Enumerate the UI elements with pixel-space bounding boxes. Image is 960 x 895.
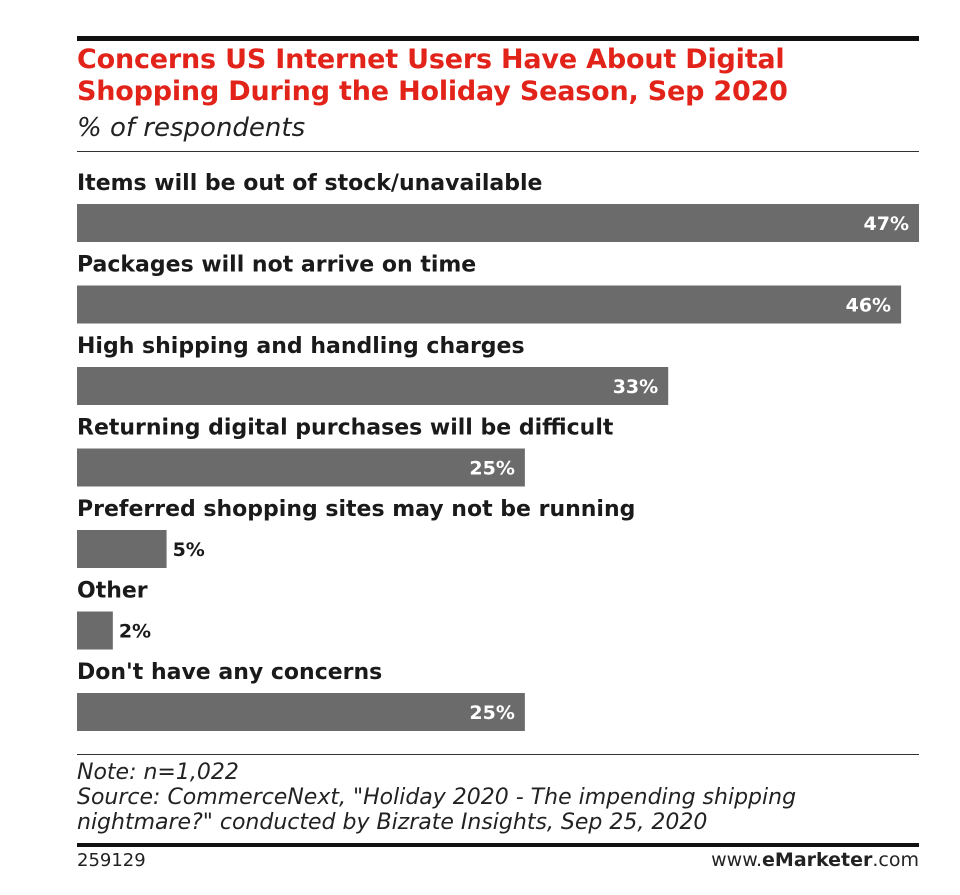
bar — [77, 611, 113, 650]
category-label: Packages will not arrive on time — [77, 253, 476, 278]
value-label: 25% — [469, 702, 514, 724]
bottom-rule — [77, 843, 919, 847]
value-label: 46% — [846, 295, 891, 317]
note-text: Note: n=1,022 — [77, 760, 239, 785]
source-text-line-2: nightmare?" conducted by Bizrate Insight… — [77, 810, 708, 835]
bar — [77, 204, 919, 242]
chart-id: 259129 — [77, 850, 146, 871]
brand-logo: www.eMarketer.com — [711, 849, 919, 871]
category-label: Preferred shopping sites may not be runn… — [77, 497, 635, 522]
brand-prefix: www. — [711, 849, 763, 871]
bar — [77, 530, 167, 568]
category-label: Other — [77, 579, 148, 604]
category-label: Items will be out of stock/unavailable — [77, 171, 542, 196]
value-label: 5% — [173, 539, 205, 561]
chart-subtitle: % of respondents — [77, 113, 306, 143]
value-label: 2% — [119, 621, 151, 643]
chart-title: Concerns US Internet Users Have About Di… — [77, 44, 788, 107]
category-label: Don't have any concerns — [77, 660, 382, 685]
subtitle-rule — [77, 151, 919, 152]
bar — [77, 367, 669, 405]
bar — [77, 448, 525, 487]
value-label: 25% — [469, 458, 514, 480]
bar — [77, 285, 902, 324]
category-label: High shipping and handling charges — [77, 334, 525, 359]
source-text-line-1: Source: CommerceNext, "Holiday 2020 - Th… — [77, 785, 797, 810]
brand-suffix: .com — [872, 849, 919, 871]
value-label: 33% — [613, 376, 658, 398]
bar-chart: Items will be out of stock/unavailable 47… — [77, 171, 919, 731]
category-label: Returning digital purchases will be diff… — [77, 416, 614, 441]
value-label: 47% — [864, 213, 909, 235]
bar — [77, 693, 525, 731]
top-rule — [77, 36, 919, 41]
notes-rule — [77, 754, 919, 755]
notes-block: Note: n=1,022 Source: CommerceNext, "Hol… — [77, 760, 919, 835]
chart-card: Concerns US Internet Users Have About Di… — [77, 36, 919, 881]
brand-name: eMarketer — [762, 849, 873, 871]
